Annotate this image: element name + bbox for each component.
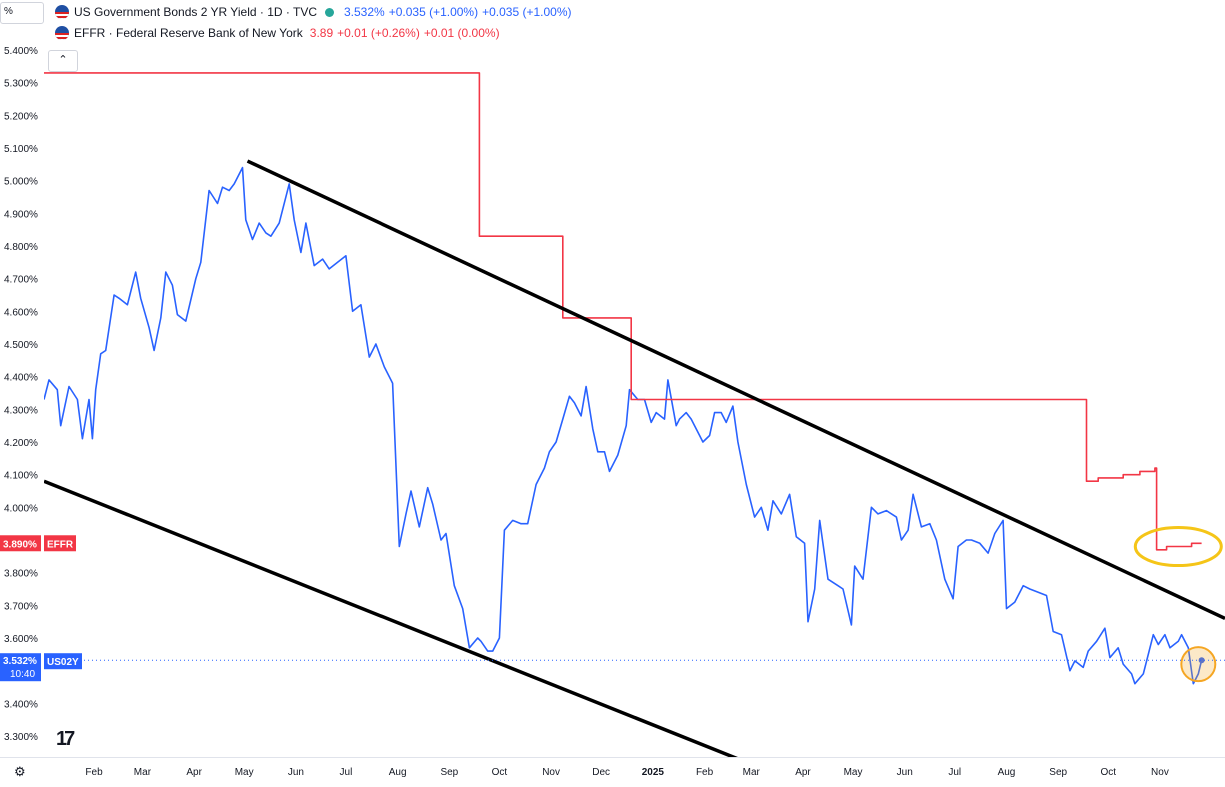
x-tick-label: May (844, 767, 863, 778)
x-tick-label: 2025 (642, 767, 665, 778)
y-tick-label: 3.400% (4, 699, 38, 710)
legend-change: +0.01 (+0.26%) (337, 26, 420, 40)
market-status-icon (325, 7, 334, 17)
plot-area (44, 72, 1225, 757)
x-tick-label: Dec (592, 767, 610, 778)
last-value-dot (1198, 657, 1205, 664)
y-tick-label: 4.900% (4, 209, 38, 220)
scale-mode-box[interactable] (0, 2, 44, 24)
x-tick-label: Jul (948, 767, 961, 778)
x-tick-label: Aug (389, 767, 407, 778)
x-tick-label: May (235, 767, 254, 778)
x-tick-label: Apr (795, 767, 811, 778)
legend-row-effr[interactable]: EFFR · Federal Reserve Bank of New York … (55, 26, 500, 40)
x-tick-label: Apr (186, 767, 202, 778)
highlight-circle-us02y (1180, 646, 1217, 683)
x-tick-label: Oct (492, 767, 508, 778)
y-tick-label: 3.600% (4, 634, 38, 645)
x-tick-label: Jun (288, 767, 304, 778)
x-tick-label: Mar (134, 767, 152, 778)
y-tick-label: 4.600% (4, 307, 38, 318)
x-tick-label: Jul (340, 767, 353, 778)
x-tick-label: Feb (696, 767, 714, 778)
y-tick-label: 4.300% (4, 405, 38, 416)
x-tick-label: Sep (440, 767, 458, 778)
effr-name-tag (44, 535, 76, 552)
y-tick-label: 5.200% (4, 111, 38, 122)
tradingview-logo: 17 (56, 728, 75, 750)
y-tick-label: 4.100% (4, 471, 38, 482)
x-tick-label: Jun (897, 767, 913, 778)
us02y-name-label: US02Y (47, 657, 79, 668)
y-tick-label: 5.100% (4, 144, 38, 155)
y-tick-label: 5.000% (4, 177, 38, 188)
y-tick-label: 4.800% (4, 242, 38, 253)
us-flag-icon (55, 5, 69, 19)
collapse-legend-button[interactable]: ⌃ (48, 50, 78, 72)
legend-series-name: EFFR · Federal Reserve Bank of New York (74, 26, 303, 40)
effr-price-tag (0, 535, 41, 552)
legend-series-name: US Government Bonds 2 YR Yield · 1D · TV… (74, 5, 317, 19)
us02y-price-value: 3.532% (3, 656, 37, 667)
axis-unit-label: % (4, 6, 13, 17)
highlight-ellipse-effr (1133, 526, 1223, 568)
y-tick-label: 3.300% (4, 732, 38, 743)
settings-gear-icon[interactable]: ⚙ (14, 764, 26, 779)
y-tick-label: 5.300% (4, 79, 38, 90)
y-tick-label: 4.500% (4, 340, 38, 351)
x-tick-label: Mar (743, 767, 761, 778)
y-tick-label: 4.400% (4, 373, 38, 384)
x-tick-label: Oct (1100, 767, 1116, 778)
legend-change-alt: +0.035 (+1.00%) (482, 5, 572, 19)
legend-value: 3.89 (309, 26, 334, 40)
us02y-price-time: 10:40 (10, 669, 35, 680)
y-tick-label: 3.800% (4, 569, 38, 580)
us02y-name-tag (44, 653, 82, 670)
x-tick-label: Nov (1151, 767, 1169, 778)
legend-value: 3.532% (344, 5, 385, 19)
legend-change: +0.035 (+1.00%) (388, 5, 479, 19)
trendline-lower (44, 479, 738, 757)
x-tick-label: Nov (542, 767, 560, 778)
y-tick-label: 4.000% (4, 503, 38, 514)
effr-name-label: EFFR (47, 539, 74, 550)
y-tick-label: 4.200% (4, 438, 38, 449)
trendline-upper (246, 159, 1225, 620)
x-tick-label: Aug (998, 767, 1016, 778)
series-line-effr (44, 72, 1202, 551)
effr-price-value: 3.890% (3, 539, 37, 550)
x-tick-label: Feb (85, 767, 103, 778)
legend-row-us02y[interactable]: US Government Bonds 2 YR Yield · 1D · TV… (55, 5, 572, 19)
series-line-us02y (44, 166, 1203, 685)
y-tick-label: 5.400% (4, 46, 38, 57)
y-tick-label: 4.700% (4, 275, 38, 286)
legend-change-alt: +0.01 (0.00%) (423, 26, 500, 40)
chevron-up-icon: ⌃ (58, 54, 68, 66)
x-tick-label: Sep (1049, 767, 1067, 778)
y-tick-label: 3.700% (4, 601, 38, 612)
us-flag-icon (55, 26, 69, 40)
us02y-price-tag (0, 653, 41, 682)
